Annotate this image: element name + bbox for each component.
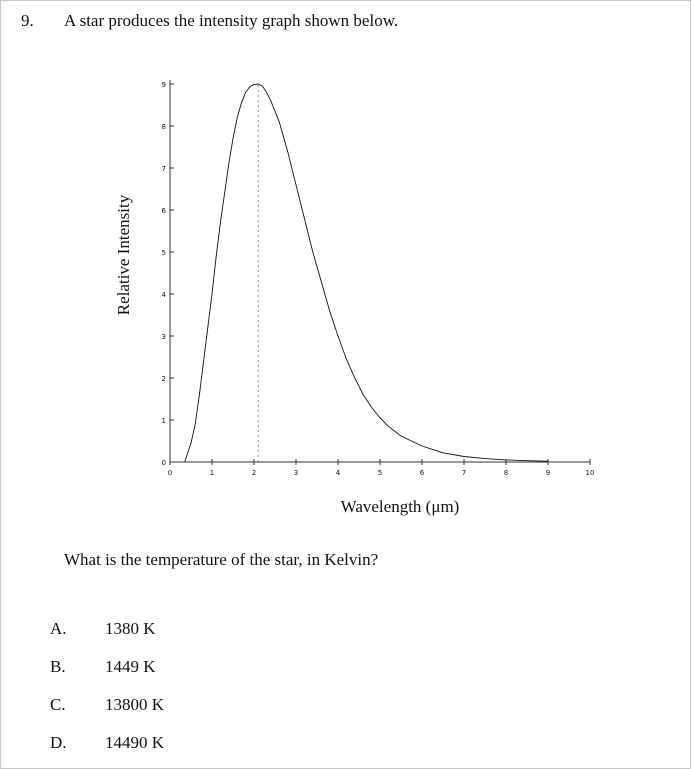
x-tick-label: 7: [462, 469, 466, 477]
choice-text: 13800 K: [105, 695, 165, 714]
y-tick-label: 9: [162, 81, 166, 89]
x-tick-label: 6: [420, 469, 425, 477]
answer-choice[interactable]: C. 13800 K: [50, 695, 164, 715]
y-tick-label: 3: [162, 333, 166, 341]
y-tick-label: 7: [162, 165, 166, 173]
y-tick-label: 4: [162, 291, 167, 299]
question-prompt: What is the temperature of the star, in …: [64, 550, 379, 569]
question-text: A star produces the intensity graph show…: [64, 11, 399, 30]
y-tick-label: 0: [162, 459, 166, 467]
x-tick-label: 0: [168, 469, 172, 477]
intensity-chart: 0 1 2 3 4 5 6 7 8 9 10 0 1 2 3 4 5 6 7 8 9 Relative Intensit…: [114, 80, 595, 516]
y-tick-label: 8: [162, 123, 166, 131]
answer-choice[interactable]: A. 1380 K: [50, 619, 156, 639]
y-tick-label: 2: [162, 375, 166, 383]
question-number: 9.: [21, 11, 34, 30]
choice-text: 1449 K: [105, 657, 156, 676]
y-tick-label: 5: [162, 249, 166, 257]
y-tick-label: 6: [162, 207, 167, 215]
x-tick-label: 3: [294, 469, 298, 477]
x-tick-label: 8: [504, 469, 508, 477]
x-tick-label: 1: [210, 469, 214, 477]
x-tick-label: 4: [336, 469, 341, 477]
x-tick-label: 10: [586, 469, 595, 477]
answer-choice[interactable]: D. 14490 K: [50, 733, 164, 753]
answer-choice[interactable]: B. 1449 K: [50, 657, 156, 677]
choice-letter: D.: [50, 733, 67, 752]
x-tick-label: 2: [252, 469, 256, 477]
y-tick-label: 1: [162, 417, 166, 425]
choice-letter: C.: [50, 695, 66, 714]
x-tick-label: 9: [546, 469, 550, 477]
choice-letter: A.: [50, 619, 67, 638]
intensity-curve: [184, 83, 549, 463]
choice-text: 1380 K: [105, 619, 156, 638]
y-axis-title: Relative Intensity: [114, 194, 133, 315]
choice-text: 14490 K: [105, 733, 165, 752]
x-axis-title: Wavelength (μm): [341, 497, 460, 516]
choice-letter: B.: [50, 657, 66, 676]
x-tick-label: 5: [378, 469, 382, 477]
